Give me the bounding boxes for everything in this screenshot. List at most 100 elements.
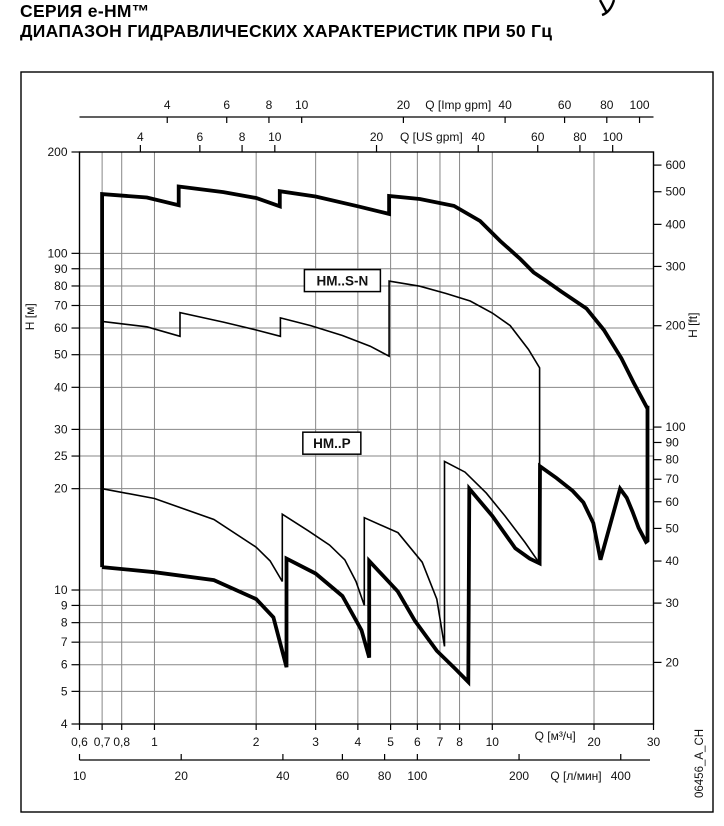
x-usgpm-tick-label: 6 [197, 130, 204, 144]
x-m3h-tick-label: 10 [486, 735, 500, 749]
x-usgpm-tick-label: 40 [472, 130, 486, 144]
x-m3h-tick-label: 4 [355, 735, 362, 749]
y-right-tick-label: 20 [666, 655, 680, 669]
x-axis-impgpm-title: Q [Imp gpm] [425, 98, 491, 112]
x-lmin-tick-label: 400 [611, 769, 631, 783]
y-right-tick-label: 600 [666, 158, 686, 172]
y-right-tick-label: 30 [666, 596, 680, 610]
x-usgpm-tick-label: 100 [603, 130, 623, 144]
curve-label-box [302, 431, 362, 455]
y-left-tick-label: 60 [54, 321, 68, 335]
y-right-tick-label: 70 [666, 472, 680, 486]
x-usgpm-tick-label: 10 [268, 130, 282, 144]
x-m3h-tick-label: 20 [587, 735, 601, 749]
y-left-tick-label: 90 [54, 262, 68, 276]
chart-frame [20, 71, 714, 813]
plot-border [78, 151, 655, 725]
x-m3h-tick-label: 1 [151, 735, 158, 749]
x-usgpm-tick-label: 60 [531, 130, 545, 144]
x-impgpm-tick-label: 100 [630, 98, 650, 112]
doc-code: 06456_A_CH [694, 729, 706, 798]
x-lmin-tick-label: 20 [175, 769, 189, 783]
y-left-tick-label: 80 [54, 279, 68, 293]
y-left-tick-label: 20 [54, 482, 68, 496]
x-usgpm-tick-label: 80 [573, 130, 587, 144]
y-left-tick-label: 9 [61, 598, 68, 612]
x-m3h-tick-label: 7 [437, 735, 444, 749]
x-axis-m3h-title: Q [м³/ч] [535, 729, 576, 743]
chart-title: ДИАПАЗОН ГИДРАВЛИЧЕСКИХ ХАРАКТЕРИСТИК ПР… [20, 21, 553, 41]
x-m3h-tick-label: 8 [456, 735, 463, 749]
curve-label-hm-p: HM..P [302, 431, 362, 455]
x-impgpm-tick-label: 10 [295, 98, 309, 112]
x-lmin-tick-label: 200 [509, 769, 529, 783]
x-usgpm-tick-label: 4 [137, 130, 144, 144]
y-left-tick-label: 40 [54, 380, 68, 394]
x-impgpm-tick-label: 4 [164, 98, 171, 112]
x-lmin-tick-label: 40 [276, 769, 290, 783]
gridlines [79, 152, 654, 724]
y-right-tick-label: 90 [666, 435, 680, 449]
series-title: СЕРИЯ e-HM™ [20, 1, 150, 21]
y-right-tick-label: 60 [666, 495, 680, 509]
x-usgpm-tick-label: 20 [370, 130, 384, 144]
curve-label-hm-s-n: HM..S-N [303, 268, 382, 293]
y-axis-right-ft [653, 164, 662, 663]
y-left-tick-label: 6 [61, 658, 68, 672]
x-lmin-tick-label: 60 [336, 769, 350, 783]
x-m3h-tick-label: 0,8 [113, 735, 130, 749]
y-right-tick-label: 300 [666, 259, 686, 273]
y-left-tick-label: 100 [47, 246, 67, 260]
y-right-tick-label: 80 [666, 453, 680, 467]
y-left-tick-label: 70 [54, 299, 68, 313]
y-left-tick-label: 4 [61, 717, 68, 731]
x-impgpm-tick-label: 60 [558, 98, 572, 112]
x-axis-lmin [78, 754, 650, 761]
x-lmin-tick-label: 10 [73, 769, 87, 783]
x-axis-lmin-title: Q [л/мин] [550, 769, 601, 783]
x-axis-impgpm [79, 116, 654, 123]
y-left-tick-label: 200 [47, 145, 67, 159]
x-m3h-tick-label: 30 [647, 735, 661, 749]
x-usgpm-tick-label: 8 [239, 130, 246, 144]
x-lmin-tick-label: 80 [378, 769, 392, 783]
clipped-glyph-fragment [598, 0, 616, 17]
y-axis-right-title: H [ft] [686, 313, 700, 338]
x-impgpm-tick-label: 40 [498, 98, 512, 112]
y-left-tick-label: 25 [54, 449, 68, 463]
y-left-tick-label: 7 [61, 635, 68, 649]
y-right-tick-label: 400 [666, 217, 686, 231]
y-right-tick-label: 40 [666, 554, 680, 568]
x-m3h-tick-label: 0,7 [94, 735, 111, 749]
x-m3h-tick-label: 6 [414, 735, 421, 749]
x-lmin-tick-label: 100 [407, 769, 427, 783]
curve-label-box [303, 268, 382, 293]
y-left-tick-label: 5 [61, 684, 68, 698]
x-m3h-tick-label: 3 [312, 735, 319, 749]
x-axis-m3h [78, 724, 655, 730]
overall-envelope-thick-curve [100, 184, 650, 687]
y-left-tick-label: 8 [61, 616, 68, 630]
y-axis-left-m [71, 151, 80, 725]
curve-label-text: HM..S-N [317, 274, 369, 289]
y-right-tick-label: 500 [666, 185, 686, 199]
y-left-tick-label: 30 [54, 422, 68, 436]
x-axis-usgpm-title: Q [US gpm] [400, 130, 463, 144]
y-axis-left-title: H [м] [23, 303, 37, 330]
x-m3h-tick-label: 2 [253, 735, 260, 749]
x-impgpm-tick-label: 80 [600, 98, 614, 112]
x-axis-usgpm [139, 145, 614, 152]
y-right-tick-label: 200 [666, 319, 686, 333]
x-impgpm-tick-label: 6 [223, 98, 230, 112]
curve-label-text: HM..P [313, 436, 351, 451]
hm-sn-lower-thin-curve [102, 280, 541, 467]
page-title: СЕРИЯ e-HM™ ДИАПАЗОН ГИДРАВЛИЧЕСКИХ ХАРА… [20, 1, 552, 41]
x-impgpm-tick-label: 8 [266, 98, 273, 112]
y-right-tick-label: 100 [666, 420, 686, 434]
x-m3h-tick-label: 0,6 [71, 735, 88, 749]
x-m3h-tick-label: 5 [387, 735, 394, 749]
y-left-tick-label: 10 [54, 583, 68, 597]
y-left-tick-label: 50 [54, 348, 68, 362]
